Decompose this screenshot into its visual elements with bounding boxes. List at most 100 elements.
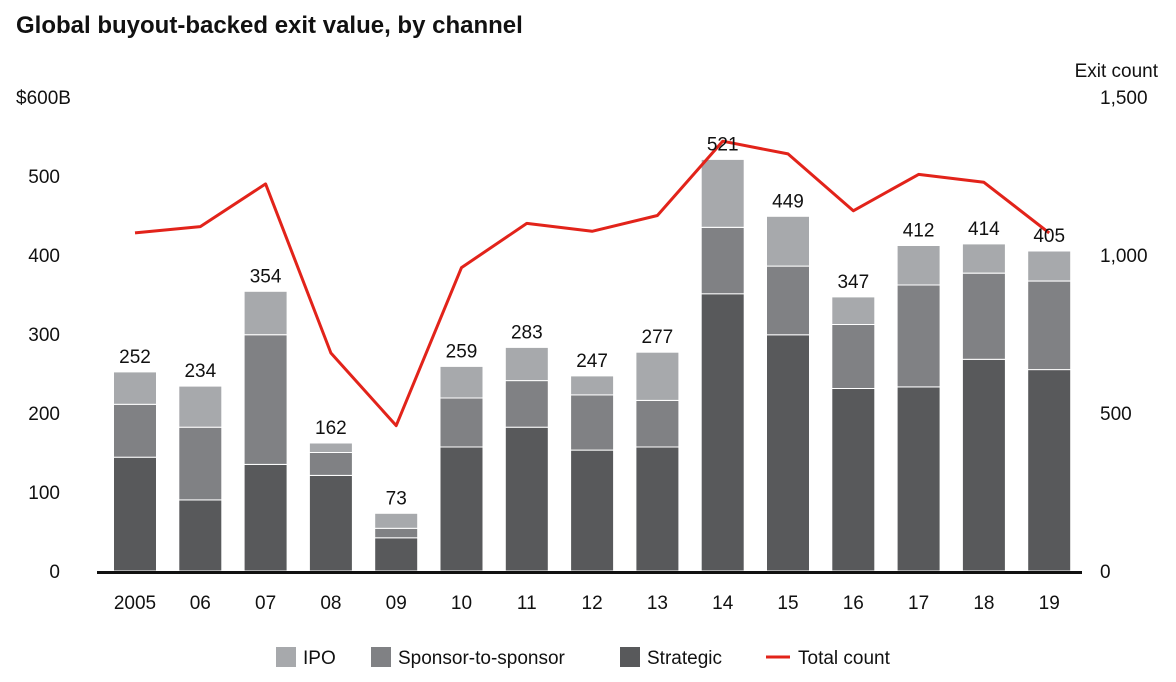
total-label-07: 354 [250,266,282,287]
bar-strategic-09 [374,537,419,572]
total-label-10: 259 [446,341,478,362]
total-label-06: 234 [184,361,216,382]
x-tick-label-12: 12 [582,593,603,614]
right-axis-tick-label: 500 [1100,404,1132,425]
bar-ipo-12 [570,375,615,396]
axis-layer: 2005 06 07 08 09 10 11 12 13 14 15 16 17 18 19 0 100 200 3… [16,61,1159,614]
x-tick-label-09: 09 [386,593,407,614]
total-label-11: 283 [511,322,543,343]
bar-ipo-06 [178,385,223,428]
bar-sponsor-to-sponsor-09 [374,527,419,539]
x-tick-label-14: 14 [712,593,734,614]
total-label-14: 521 [707,134,739,155]
total-label-19: 405 [1033,226,1065,247]
bar-sponsor-to-sponsor-13 [635,399,680,448]
bar-strategic-15 [766,334,810,572]
bar-sponsor-to-sponsor-10 [439,397,484,448]
bars-layer [113,158,1072,572]
bar-sponsor-to-sponsor-2005 [113,403,157,458]
bar-ipo-13 [635,351,680,401]
legend-label-ipo: IPO [303,648,336,669]
left-axis-tick-label: 500 [28,167,60,188]
bar-ipo-18 [961,243,1006,274]
left-axis-tick-label: 300 [28,325,60,346]
bar-strategic-08 [308,474,353,572]
right-axis-tick-label: 1,500 [1100,88,1148,109]
bar-strategic-16 [831,388,876,572]
x-tick-label-06: 06 [190,593,211,614]
total-label-13: 277 [642,327,674,348]
bar-strategic-06 [178,499,223,572]
x-tick-label-19: 19 [1039,593,1060,614]
bar-strategic-13 [635,446,680,572]
left-axis-tick-label: $600B [16,88,71,109]
legend-swatch-sponsor-to-sponsor [371,647,391,667]
x-tick-label-11: 11 [517,593,537,614]
left-axis-tick-label: 200 [28,404,60,425]
legend-swatch-ipo [276,647,296,667]
bar-ipo-08 [308,442,353,453]
bar-sponsor-to-sponsor-12 [570,394,615,451]
labels-layer: 252 234 354 162 73 259 283 247 277 521 449 347 412 41… [119,134,1065,509]
total-label-18: 414 [968,219,1000,240]
bar-strategic-07 [243,463,288,572]
left-axis-tick-label: 400 [28,246,60,267]
bar-ipo-10 [439,365,484,399]
bar-strategic-11 [504,426,549,572]
bar-strategic-2005 [113,456,157,572]
bar-sponsor-to-sponsor-08 [308,452,353,476]
total-label-16: 347 [837,272,869,293]
total-label-08: 162 [315,418,347,439]
legend-label-total-count: Total count [798,648,891,669]
left-axis-tick-label: 0 [49,562,60,583]
bar-sponsor-to-sponsor-07 [243,334,288,465]
x-tick-label-17: 17 [908,593,929,614]
total-label-17: 412 [903,221,935,242]
legend-swatch-strategic [620,647,640,667]
x-tick-label-10: 10 [451,593,472,614]
bar-ipo-2005 [113,371,157,405]
bar-ipo-16 [831,296,876,325]
bar-strategic-19 [1027,369,1072,572]
bar-strategic-12 [570,449,615,572]
total-label-15: 449 [772,191,804,212]
bar-sponsor-to-sponsor-06 [178,426,223,501]
line-layer [134,139,1051,428]
total-count-line [134,139,1051,428]
bar-sponsor-to-sponsor-16 [831,324,876,389]
x-tick-label-13: 13 [647,593,668,614]
bar-strategic-10 [439,446,484,572]
x-tick-label-08: 08 [320,593,341,614]
total-label-12: 247 [576,351,608,372]
bar-ipo-15 [766,215,810,267]
bar-ipo-09 [374,512,419,529]
bar-strategic-17 [896,386,941,572]
x-tick-label-07: 07 [255,593,276,614]
x-tick-label-15: 15 [777,593,798,614]
bar-strategic-14 [700,293,745,572]
bar-ipo-11 [504,346,549,382]
x-tick-label-18: 18 [973,593,994,614]
bar-ipo-17 [896,245,941,286]
bar-ipo-19 [1027,250,1072,282]
legend-label-strategic: Strategic [647,648,722,669]
legend-label-sponsor-to-sponsor: Sponsor-to-sponsor [398,648,566,669]
bar-sponsor-to-sponsor-14 [700,226,745,295]
right-axis-tick-label: 1,000 [1100,246,1148,267]
bar-ipo-14 [700,158,745,228]
total-label-2005: 252 [119,347,151,368]
bar-sponsor-to-sponsor-17 [896,284,941,388]
right-axis-tick-label: 0 [1100,562,1111,583]
bar-sponsor-to-sponsor-15 [766,265,810,336]
right-axis-label: Exit count [1075,61,1159,82]
bar-ipo-07 [243,290,288,336]
left-axis-tick-label: 100 [28,483,60,504]
x-tick-label-16: 16 [843,593,864,614]
bar-sponsor-to-sponsor-18 [961,272,1006,360]
bar-strategic-18 [961,358,1006,572]
bar-sponsor-to-sponsor-19 [1027,280,1072,371]
bar-sponsor-to-sponsor-11 [504,380,549,428]
total-label-09: 73 [386,488,407,509]
